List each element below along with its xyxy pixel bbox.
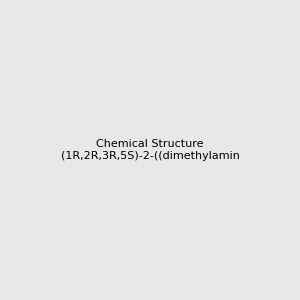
Text: Chemical Structure
(1R,2R,3R,5S)-2-((dimethylamin: Chemical Structure (1R,2R,3R,5S)-2-((dim…: [61, 139, 239, 161]
